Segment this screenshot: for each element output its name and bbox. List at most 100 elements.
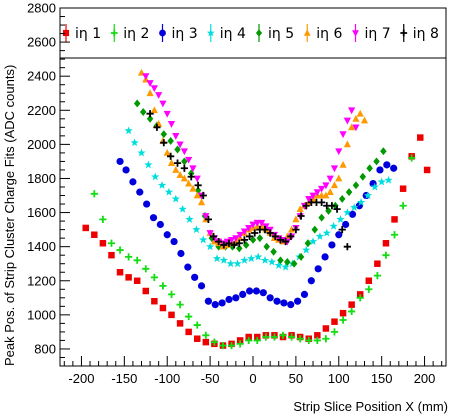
data-point	[261, 226, 269, 234]
data-point	[330, 165, 339, 173]
data-point	[408, 154, 416, 162]
data-point	[116, 268, 124, 276]
data-point	[149, 214, 158, 222]
data-point	[174, 145, 181, 154]
data-point	[189, 184, 197, 192]
data-point	[232, 235, 240, 243]
data-point	[348, 123, 356, 131]
data-point	[232, 294, 240, 302]
data-point	[178, 204, 187, 213]
data-point	[163, 110, 171, 118]
legend: iη 1 iη 2 iη 3 iη 4 iη 5 iη 6 iη 7 iη 8	[59, 7, 447, 59]
data-point	[322, 325, 330, 332]
data-point	[229, 242, 236, 251]
data-point	[107, 239, 116, 247]
data-point	[172, 165, 180, 173]
data-point	[343, 243, 351, 251]
data-point	[380, 147, 387, 156]
x-tick-label: 0	[249, 371, 256, 386]
data-point	[157, 180, 167, 189]
data-point	[365, 285, 373, 293]
data-point	[363, 191, 373, 200]
data-point	[328, 241, 336, 249]
data-point	[345, 188, 353, 197]
data-point	[311, 225, 318, 234]
data-point	[309, 192, 317, 200]
data-point	[142, 287, 150, 295]
legend-marker	[303, 29, 311, 36]
data-point	[215, 237, 223, 246]
data-point	[274, 261, 283, 269]
data-point	[336, 215, 345, 223]
data-point	[260, 255, 270, 264]
data-point	[307, 277, 315, 285]
data-point	[184, 263, 192, 271]
axes: -200 -150 -100 -50 0 50 100 150 200 800 1000 1200 14…	[27, 1, 447, 386]
legend-label: iη 7	[365, 26, 391, 42]
data-point	[350, 203, 359, 211]
data-point	[288, 225, 296, 233]
data-point	[212, 254, 222, 263]
data-point	[356, 198, 366, 206]
data-point	[194, 186, 202, 195]
data-point	[339, 131, 347, 139]
series-2	[90, 154, 416, 350]
data-point	[322, 191, 330, 199]
data-point	[202, 338, 210, 346]
data-point	[142, 265, 150, 273]
y-tick-label: 1400	[27, 239, 56, 254]
data-point	[226, 259, 235, 268]
data-point	[287, 301, 295, 309]
data-point	[249, 221, 257, 229]
data-point	[305, 336, 313, 345]
data-point	[225, 295, 233, 304]
data-point	[180, 148, 188, 156]
data-point	[153, 123, 161, 131]
data-point	[133, 99, 141, 108]
data-point	[384, 175, 393, 184]
x-tick-label: -100	[154, 371, 180, 386]
data-point	[330, 181, 339, 189]
data-point	[239, 290, 247, 298]
data-point	[144, 160, 153, 169]
data-point	[185, 156, 193, 164]
data-point	[176, 320, 184, 327]
data-point	[325, 206, 332, 215]
data-point	[194, 181, 202, 189]
data-point	[314, 332, 321, 339]
data-point	[288, 333, 296, 341]
y-tick-label: 1000	[27, 307, 56, 322]
legend-item: iη 3	[159, 24, 198, 42]
data-point	[170, 237, 178, 246]
data-point	[146, 110, 154, 118]
data-point	[146, 114, 154, 123]
data-point	[348, 107, 356, 115]
data-point	[281, 237, 290, 246]
data-point	[125, 253, 133, 261]
data-point	[313, 189, 321, 197]
data-point	[390, 231, 399, 239]
data-point	[167, 159, 176, 167]
data-point	[133, 277, 141, 285]
data-point	[227, 236, 236, 244]
legend-box	[59, 7, 447, 59]
data-point	[185, 312, 193, 321]
data-point	[273, 297, 281, 305]
data-point	[191, 273, 199, 281]
data-point	[202, 331, 210, 339]
data-point	[249, 235, 257, 244]
data-point	[390, 164, 398, 172]
data-point	[151, 172, 160, 181]
data-point	[287, 232, 295, 241]
data-point	[206, 242, 215, 251]
data-point	[91, 231, 98, 238]
legend-marker	[352, 30, 359, 37]
data-point	[270, 247, 277, 256]
data-point	[125, 274, 132, 281]
data-point	[167, 152, 175, 160]
data-point	[356, 109, 364, 117]
x-tick-label: -150	[111, 371, 137, 386]
data-point	[181, 157, 188, 166]
data-point	[219, 255, 228, 264]
data-point	[352, 114, 360, 122]
